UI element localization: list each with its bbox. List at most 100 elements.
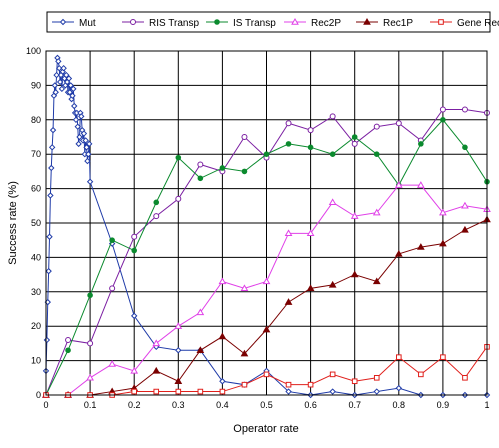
- data-point: [439, 106, 446, 113]
- data-point: [131, 233, 138, 240]
- data-point: [219, 165, 226, 171]
- data-point: [284, 298, 293, 305]
- data-point: [58, 85, 66, 93]
- data-point: [329, 371, 336, 378]
- data-point: [130, 312, 138, 320]
- x-tick-labels: 0 0.1 0.2 0.3 0.4 0.5 0.6 0.7 0.8 0.9 1: [43, 400, 489, 410]
- x-tick-label: 1: [484, 400, 489, 410]
- data-point: [284, 229, 293, 237]
- data-point: [240, 284, 249, 292]
- y-tick-label: 50: [31, 218, 41, 228]
- data-point: [59, 68, 66, 75]
- legend-marker: [438, 19, 444, 25]
- data-point: [350, 212, 359, 219]
- data-point: [83, 144, 90, 151]
- data-point: [131, 388, 137, 395]
- data-point: [74, 123, 81, 130]
- series-rec2p: [42, 181, 491, 398]
- data-point: [439, 208, 447, 216]
- data-point: [63, 71, 70, 79]
- y-tick-label: 20: [31, 321, 41, 331]
- data-point: [86, 373, 94, 381]
- data-point: [351, 134, 358, 140]
- data-point: [241, 168, 248, 175]
- data-point: [416, 243, 425, 250]
- data-point: [328, 198, 337, 206]
- data-point: [55, 58, 62, 65]
- data-point: [350, 270, 359, 278]
- legend-marker: [214, 19, 220, 25]
- data-point: [285, 120, 292, 127]
- data-point: [174, 377, 183, 384]
- data-point: [440, 354, 446, 360]
- data-point: [87, 340, 94, 347]
- data-point: [175, 388, 182, 395]
- data-point: [65, 75, 73, 82]
- data-point: [197, 175, 204, 182]
- data-point: [45, 267, 52, 275]
- y-tick-label: 30: [31, 287, 41, 297]
- data-point: [86, 178, 94, 185]
- data-point: [262, 277, 271, 285]
- data-point: [197, 388, 204, 395]
- x-tick-label: 0.4: [216, 400, 229, 410]
- legend-marker: [363, 17, 371, 25]
- data-point: [263, 371, 270, 378]
- data-point: [462, 375, 468, 381]
- data-point: [394, 249, 403, 257]
- data-point: [153, 388, 160, 395]
- data-point: [69, 92, 76, 99]
- data-point: [416, 181, 425, 188]
- data-point: [65, 347, 71, 354]
- data-point: [440, 117, 446, 123]
- data-point: [373, 388, 380, 395]
- data-point: [306, 229, 315, 237]
- y-tick-label: 90: [31, 80, 41, 90]
- data-point: [131, 247, 137, 254]
- data-point: [307, 381, 314, 388]
- data-point: [75, 140, 82, 148]
- legend: Mut RIS Transp IS Transp Rec2P Rec1P Gene Rec: [46, 11, 499, 33]
- data-point: [461, 201, 469, 209]
- data-point: [67, 82, 74, 89]
- data-point: [373, 375, 380, 381]
- data-point: [152, 339, 161, 347]
- data-point: [396, 354, 402, 360]
- data-point: [48, 144, 56, 151]
- data-point: [285, 141, 292, 147]
- x-tick-label: 0.8: [393, 400, 406, 410]
- data-point: [153, 199, 160, 206]
- data-point: [56, 78, 64, 86]
- x-tick-label: 0: [43, 400, 48, 410]
- x-axis-title: Operator rate: [233, 423, 298, 435]
- legend-label: RIS Transp: [149, 18, 199, 29]
- data-point: [461, 225, 469, 233]
- data-point: [70, 85, 77, 93]
- data-point: [240, 349, 249, 357]
- data-point: [263, 151, 270, 157]
- legend-items: Mut RIS Transp IS Transp Rec2P Rec1P Gene Rec: [52, 17, 499, 29]
- data-point: [329, 388, 336, 395]
- data-point: [53, 71, 60, 79]
- data-point: [241, 381, 248, 388]
- data-point: [328, 280, 337, 288]
- series-mut: [42, 54, 491, 399]
- x-tick-label: 0.1: [84, 400, 97, 410]
- data-point: [351, 378, 358, 385]
- y-tick-label: 0: [36, 390, 41, 400]
- legend-item: Gene Rec: [430, 18, 499, 29]
- legend-label: Gene Rec: [457, 18, 499, 29]
- data-point: [87, 292, 93, 299]
- y-tick-label: 70: [31, 149, 41, 159]
- y-tick-label: 100: [26, 46, 41, 56]
- legend-marker: [291, 17, 299, 25]
- data-point: [71, 102, 78, 110]
- legend-label: IS Transp: [233, 18, 276, 29]
- data-point: [80, 130, 88, 137]
- data-point: [329, 113, 336, 120]
- data-point: [47, 192, 54, 199]
- legend-label: Rec1P: [383, 18, 413, 29]
- data-point: [86, 140, 93, 148]
- x-tick-label: 0.7: [348, 400, 361, 410]
